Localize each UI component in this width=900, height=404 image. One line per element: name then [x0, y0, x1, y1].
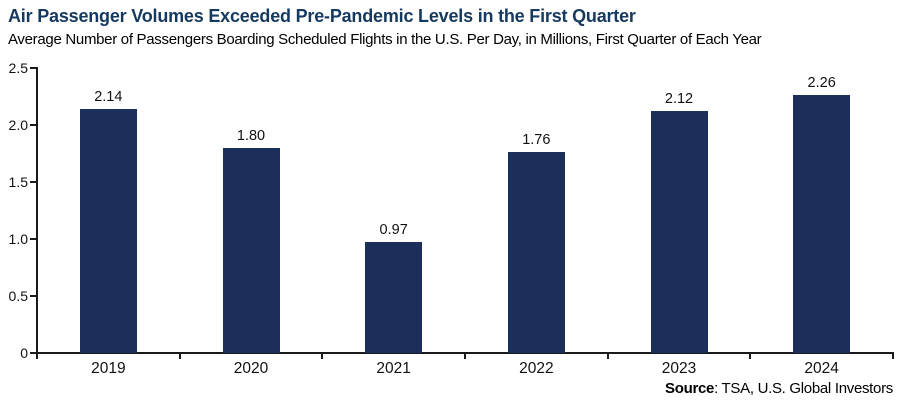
- bar-2024: [793, 95, 851, 353]
- bar-2020: [222, 148, 280, 353]
- x-axis-tick: [749, 352, 752, 359]
- y-axis-tick: [30, 124, 37, 126]
- x-axis-tick: [321, 352, 324, 359]
- bar-value-label: 1.76: [522, 132, 551, 148]
- y-axis-tick-label: 0.5: [8, 288, 28, 304]
- x-axis-tick: [464, 352, 466, 359]
- chart-title: Air Passenger Volumes Exceeded Pre-Pande…: [8, 6, 636, 26]
- bar-value-label: 2.26: [807, 75, 836, 91]
- x-axis-category-label: 2020: [233, 360, 269, 377]
- bar-2022: [507, 152, 565, 353]
- y-axis-tick-label: 2.0: [8, 117, 28, 133]
- bar-2021: [365, 242, 423, 353]
- source-text: : TSA, U.S. Global Investors: [714, 380, 893, 397]
- bar-2019: [79, 109, 137, 353]
- y-axis-tick: [30, 67, 37, 69]
- y-axis-line: [36, 67, 38, 354]
- y-axis-tick: [30, 352, 37, 354]
- y-axis-tick: [30, 181, 37, 183]
- source-label: Source: [665, 380, 715, 397]
- chart-subtitle: Average Number of Passengers Boarding Sc…: [8, 31, 762, 48]
- y-axis-tick-label: 1.5: [8, 174, 28, 190]
- x-axis-tick: [892, 352, 894, 359]
- y-axis-tick: [30, 295, 37, 297]
- y-axis-tick-label: 2.5: [8, 60, 28, 76]
- x-axis-tick: [606, 352, 609, 359]
- x-axis-tick: [36, 352, 38, 359]
- x-axis-category-label: 2023: [661, 360, 697, 377]
- y-axis-tick: [30, 238, 37, 240]
- bar-value-label: 0.97: [379, 222, 408, 238]
- bar-value-label: 1.80: [236, 128, 266, 144]
- source-note: Source: TSA, U.S. Global Investors: [665, 380, 893, 397]
- y-axis-tick-label: 1.0: [8, 231, 28, 247]
- x-axis-category-label: 2024: [804, 360, 839, 377]
- bar-value-label: 2.14: [94, 89, 123, 105]
- x-axis-tick: [178, 352, 181, 359]
- y-axis-tick-label: 0: [20, 345, 28, 361]
- bar-value-label: 2.12: [664, 91, 694, 107]
- x-axis-category-label: 2022: [519, 360, 554, 377]
- bar-2023: [650, 111, 708, 353]
- x-axis-category-label: 2021: [376, 360, 411, 377]
- x-axis-category-label: 2019: [91, 360, 126, 377]
